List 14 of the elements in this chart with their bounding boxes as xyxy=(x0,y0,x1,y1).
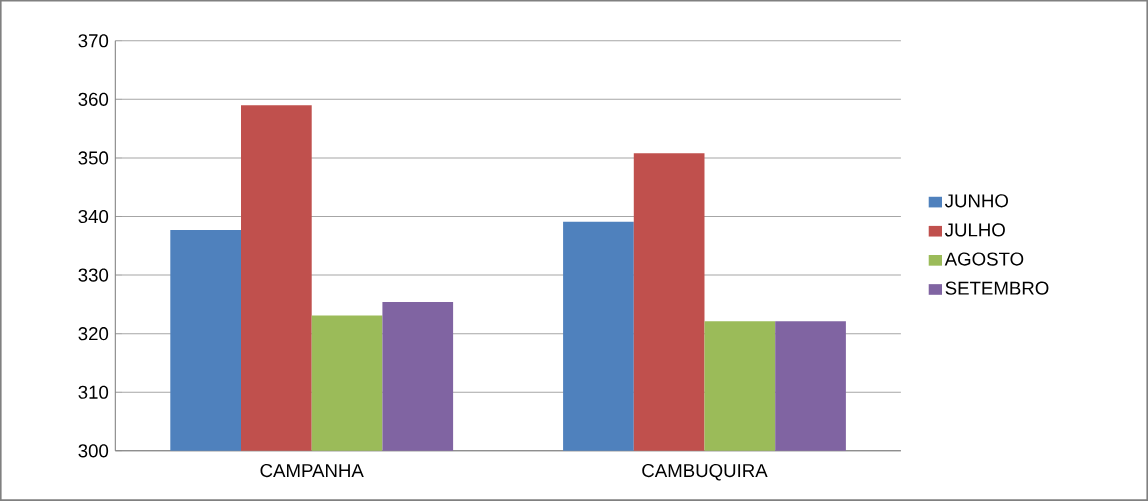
legend-label: AGOSTO xyxy=(944,252,1024,266)
y-tick-label: 300 xyxy=(78,444,109,458)
legend-label: JUNHO xyxy=(944,194,1008,208)
x-tick-label: CAMPANHA xyxy=(260,464,364,478)
x-tick-label: CAMBUQUIRA xyxy=(642,464,768,481)
legend-label: SETEMBRO xyxy=(945,281,1049,295)
y-tick-label: 350 xyxy=(78,151,109,165)
y-tick-label: 310 xyxy=(78,385,109,399)
y-tick-label: 330 xyxy=(78,268,109,282)
y-tick-label: 320 xyxy=(78,327,109,341)
y-tick-label: 340 xyxy=(78,209,109,224)
y-tick-label: 370 xyxy=(78,34,109,48)
y-tick-label: 360 xyxy=(78,92,109,106)
legend-label: JULHO xyxy=(944,223,1005,237)
